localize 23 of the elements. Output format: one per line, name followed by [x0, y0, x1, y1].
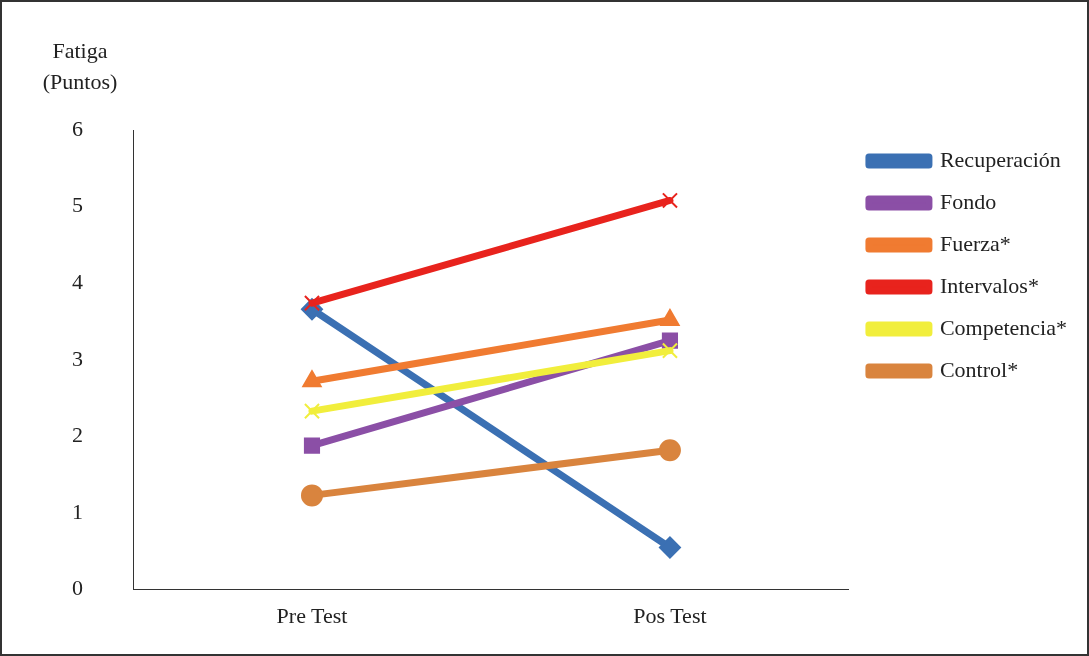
legend-label: Competencia* [939, 314, 1068, 340]
point [661, 342, 679, 359]
y-tick-label: 4 [72, 268, 83, 294]
y-tick-label: 6 [72, 115, 83, 141]
legend-label: Intervalos* [939, 272, 1039, 298]
legend-label: Control* [939, 356, 1019, 382]
point [300, 484, 323, 507]
y-tick-label: 2 [72, 422, 83, 448]
legend-label: Fuerza* [939, 230, 1011, 256]
y-tick-label: 1 [72, 498, 83, 524]
point [661, 192, 679, 209]
y-tick-label: 0 [72, 575, 83, 601]
point [303, 403, 321, 420]
x-tick-label: Pos Test [633, 602, 707, 628]
point [303, 437, 321, 454]
point [658, 439, 681, 462]
x-tick-label: Pre Test [276, 602, 348, 628]
y-tick-label: 3 [72, 345, 83, 371]
y-axis-title: Fatiga (Puntos) [41, 37, 119, 96]
y-tick-label: 5 [72, 192, 83, 218]
point [658, 536, 681, 559]
legend-label: Fondo [939, 188, 997, 214]
legend-label: Recuperación [939, 146, 1061, 172]
